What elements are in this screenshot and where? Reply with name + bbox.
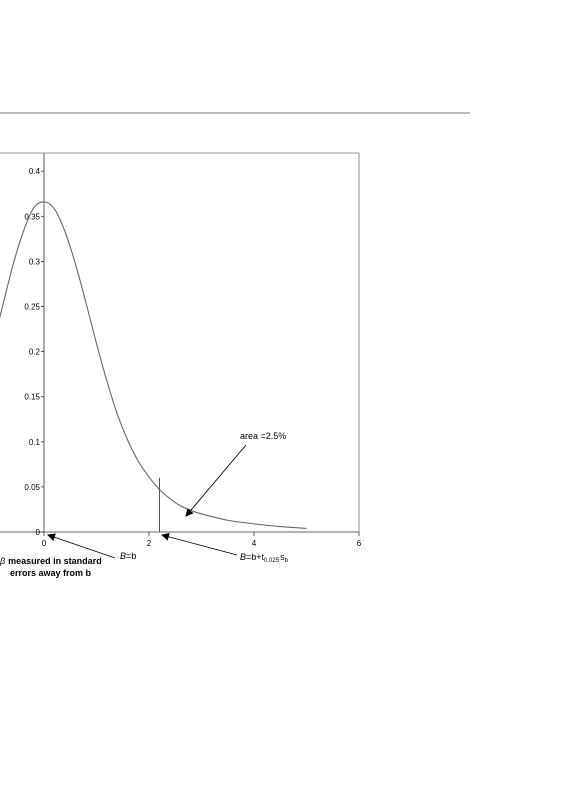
- y-tick-label: 0.05: [24, 483, 40, 492]
- axis-note-text1: measured in standard: [8, 556, 102, 566]
- b-crit-s-subscript: b: [285, 558, 289, 564]
- x-tick-label: 6: [357, 539, 362, 548]
- y-ticks: 0 0.05 0.1 0.15 0.2 0.25 0.3 0.35 0.4: [24, 167, 44, 537]
- b-equals-label: B=b: [120, 551, 136, 561]
- y-tick-label: 0.3: [29, 257, 41, 266]
- x-tick-label: 2: [147, 539, 152, 548]
- y-tick-label: 0.25: [24, 303, 40, 312]
- b-crit-subscript: 0.025: [264, 558, 280, 564]
- x-tick-label: 0: [42, 539, 47, 548]
- b-crit-symbol: B: [240, 552, 246, 562]
- x-tick-label: 4: [252, 539, 257, 548]
- b-equals-arrow: [47, 533, 116, 559]
- series-line: [0, 201, 307, 529]
- y-tick-label: 0.1: [29, 438, 41, 447]
- y-tick-label: 0.35: [24, 212, 40, 221]
- y-tick-label: 0.15: [24, 393, 40, 402]
- area-arrow: [185, 444, 247, 517]
- b-equals-text: =b: [126, 551, 136, 561]
- y-tick-label: 0.2: [29, 348, 41, 357]
- b-crit-prefix: =b+t: [246, 552, 265, 562]
- axis-note-line1: β measured in standard: [0, 556, 102, 566]
- plot-frame: [0, 152, 360, 532]
- y-tick-label: 0: [36, 528, 41, 537]
- b-symbol: B: [120, 551, 126, 561]
- axis-note-line2: errors away from b: [10, 568, 92, 578]
- axis-note-symbol: β: [0, 556, 5, 566]
- y-tick-label: 0.4: [29, 167, 41, 176]
- b-crit-s: s: [280, 552, 285, 562]
- x-ticks: 0 2 4 6: [42, 532, 362, 548]
- area-annotation: area =2.5%: [240, 431, 286, 441]
- b-crit-arrow: [161, 532, 238, 556]
- b-critical-label: B=b+t0.025sb: [240, 552, 289, 564]
